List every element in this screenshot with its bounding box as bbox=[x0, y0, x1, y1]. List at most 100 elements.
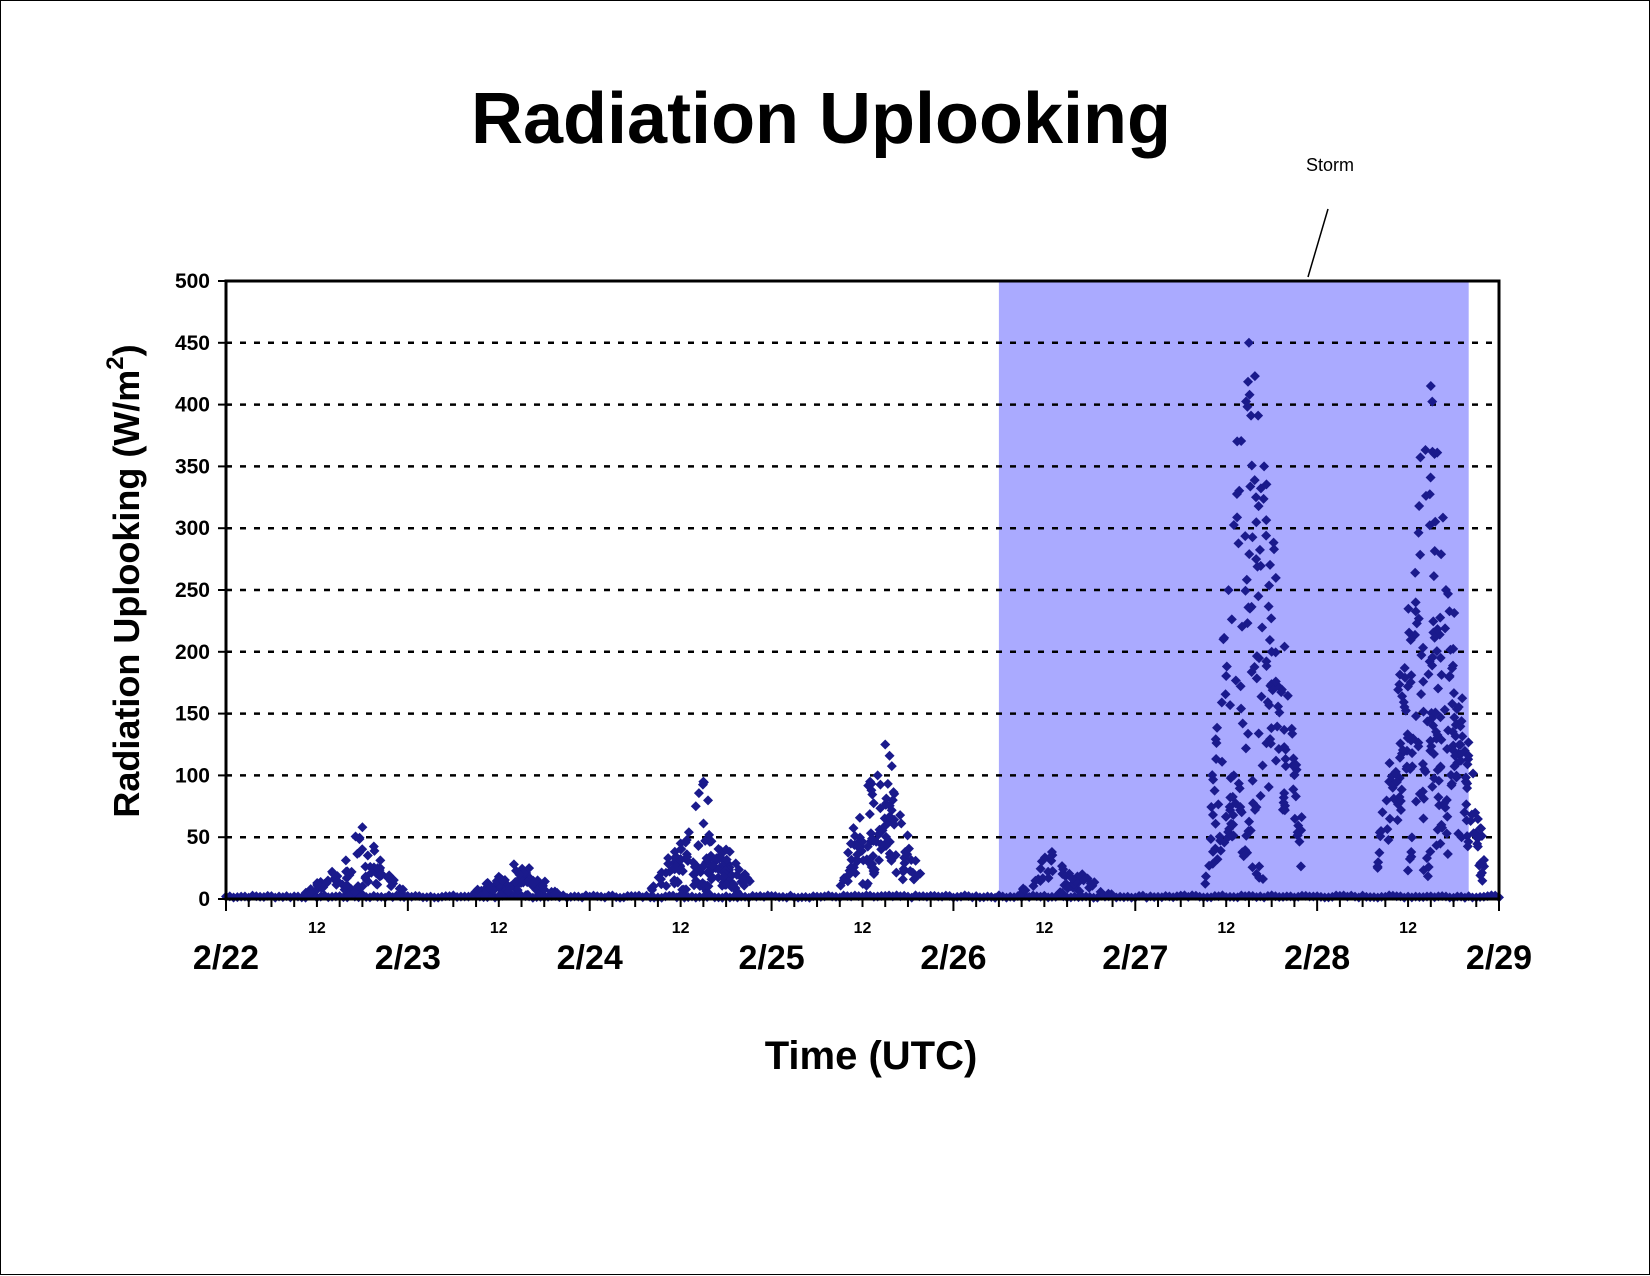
data-point bbox=[1393, 684, 1404, 695]
data-point bbox=[1253, 501, 1264, 512]
data-point bbox=[1402, 865, 1413, 876]
data-point bbox=[1438, 798, 1449, 809]
data-point bbox=[1472, 813, 1483, 824]
data-point bbox=[1420, 444, 1431, 455]
data-point bbox=[1417, 758, 1428, 769]
data-point bbox=[397, 884, 408, 895]
data-point bbox=[1200, 878, 1211, 889]
data-point bbox=[1396, 784, 1407, 795]
data-point bbox=[868, 850, 879, 861]
data-point bbox=[1457, 693, 1468, 704]
data-point bbox=[886, 853, 897, 864]
data-point bbox=[1220, 689, 1231, 700]
data-point bbox=[1265, 559, 1276, 570]
data-point bbox=[697, 861, 708, 872]
x-axis-ticks: 2/22 2/23 2/24 2/25 2/26 2/27 2/28 2/29 12 12 12 12… bbox=[193, 899, 1532, 977]
data-point bbox=[845, 838, 856, 849]
x-hour-label: 12 bbox=[672, 920, 690, 937]
data-point bbox=[1290, 791, 1301, 802]
data-point bbox=[1257, 760, 1268, 771]
data-point bbox=[1235, 802, 1246, 813]
data-point bbox=[1035, 863, 1046, 874]
data-point bbox=[1418, 706, 1429, 717]
data-point bbox=[888, 787, 899, 798]
data-point bbox=[1263, 782, 1274, 793]
data-point bbox=[497, 875, 508, 886]
data-point bbox=[1461, 799, 1472, 810]
data-point bbox=[1266, 613, 1277, 624]
data-point bbox=[1231, 489, 1242, 500]
data-point bbox=[1251, 517, 1262, 528]
data-point bbox=[549, 888, 560, 899]
data-point bbox=[1425, 472, 1436, 483]
data-point bbox=[1259, 461, 1270, 472]
data-point bbox=[1296, 812, 1307, 823]
data-point bbox=[874, 824, 885, 835]
data-point bbox=[1274, 707, 1285, 718]
data-point bbox=[1249, 661, 1260, 672]
data-point bbox=[1446, 778, 1457, 789]
data-point bbox=[1256, 691, 1267, 702]
data-point bbox=[897, 874, 908, 885]
data-point bbox=[672, 877, 683, 888]
x-date-label: 2/27 bbox=[1102, 939, 1168, 977]
data-point bbox=[1207, 809, 1218, 820]
data-point bbox=[1456, 716, 1467, 727]
x-hour-label: 12 bbox=[1035, 920, 1053, 937]
data-point bbox=[341, 873, 352, 884]
data-point bbox=[1450, 750, 1461, 761]
data-point bbox=[1383, 834, 1394, 845]
data-point bbox=[1292, 827, 1303, 838]
data-point bbox=[1250, 492, 1261, 503]
data-point bbox=[1255, 483, 1266, 494]
data-point bbox=[1243, 337, 1254, 348]
data-point bbox=[503, 886, 514, 897]
data-point bbox=[1210, 843, 1221, 854]
data-point bbox=[856, 845, 867, 856]
data-point bbox=[362, 850, 373, 861]
y-axis-ticks: 0 50 100 150 200 250 300 350 400 450 500 bbox=[175, 270, 226, 911]
storm-annotation-leader bbox=[1307, 208, 1329, 278]
data-point bbox=[884, 750, 895, 761]
data-point bbox=[1291, 759, 1302, 770]
data-point bbox=[1437, 512, 1448, 523]
data-point bbox=[1067, 873, 1078, 884]
data-point bbox=[1217, 756, 1228, 767]
data-point bbox=[1230, 675, 1241, 686]
data-point bbox=[1223, 585, 1234, 596]
data-point bbox=[1405, 677, 1416, 688]
data-point bbox=[728, 879, 739, 890]
data-point bbox=[1398, 697, 1409, 708]
data-point bbox=[1415, 549, 1426, 560]
data-point bbox=[1243, 728, 1254, 739]
data-point bbox=[1267, 685, 1278, 696]
x-hour-label: 12 bbox=[1217, 920, 1235, 937]
data-point bbox=[1391, 777, 1402, 788]
data-point bbox=[1435, 712, 1446, 723]
data-point bbox=[1280, 761, 1291, 772]
data-point bbox=[1240, 531, 1251, 542]
data-point bbox=[305, 887, 316, 898]
data-point bbox=[891, 867, 902, 878]
data-point bbox=[1212, 722, 1223, 733]
data-point bbox=[895, 810, 906, 821]
data-point bbox=[1427, 652, 1438, 663]
data-point bbox=[539, 884, 550, 895]
data-point bbox=[1406, 735, 1417, 746]
data-point bbox=[1400, 672, 1411, 683]
data-point bbox=[1442, 811, 1453, 822]
data-point bbox=[857, 878, 868, 889]
data-point bbox=[648, 881, 659, 892]
data-point bbox=[1224, 823, 1235, 834]
data-point bbox=[1278, 792, 1289, 803]
data-point bbox=[1436, 819, 1447, 830]
data-point bbox=[1410, 597, 1421, 608]
data-point bbox=[1227, 791, 1238, 802]
data-point bbox=[1463, 737, 1474, 748]
x-date-label: 2/23 bbox=[375, 939, 441, 977]
data-point bbox=[1425, 735, 1436, 746]
data-point bbox=[1043, 872, 1054, 883]
data-point bbox=[1422, 871, 1433, 882]
data-point bbox=[843, 847, 854, 858]
data-point bbox=[1411, 796, 1422, 807]
